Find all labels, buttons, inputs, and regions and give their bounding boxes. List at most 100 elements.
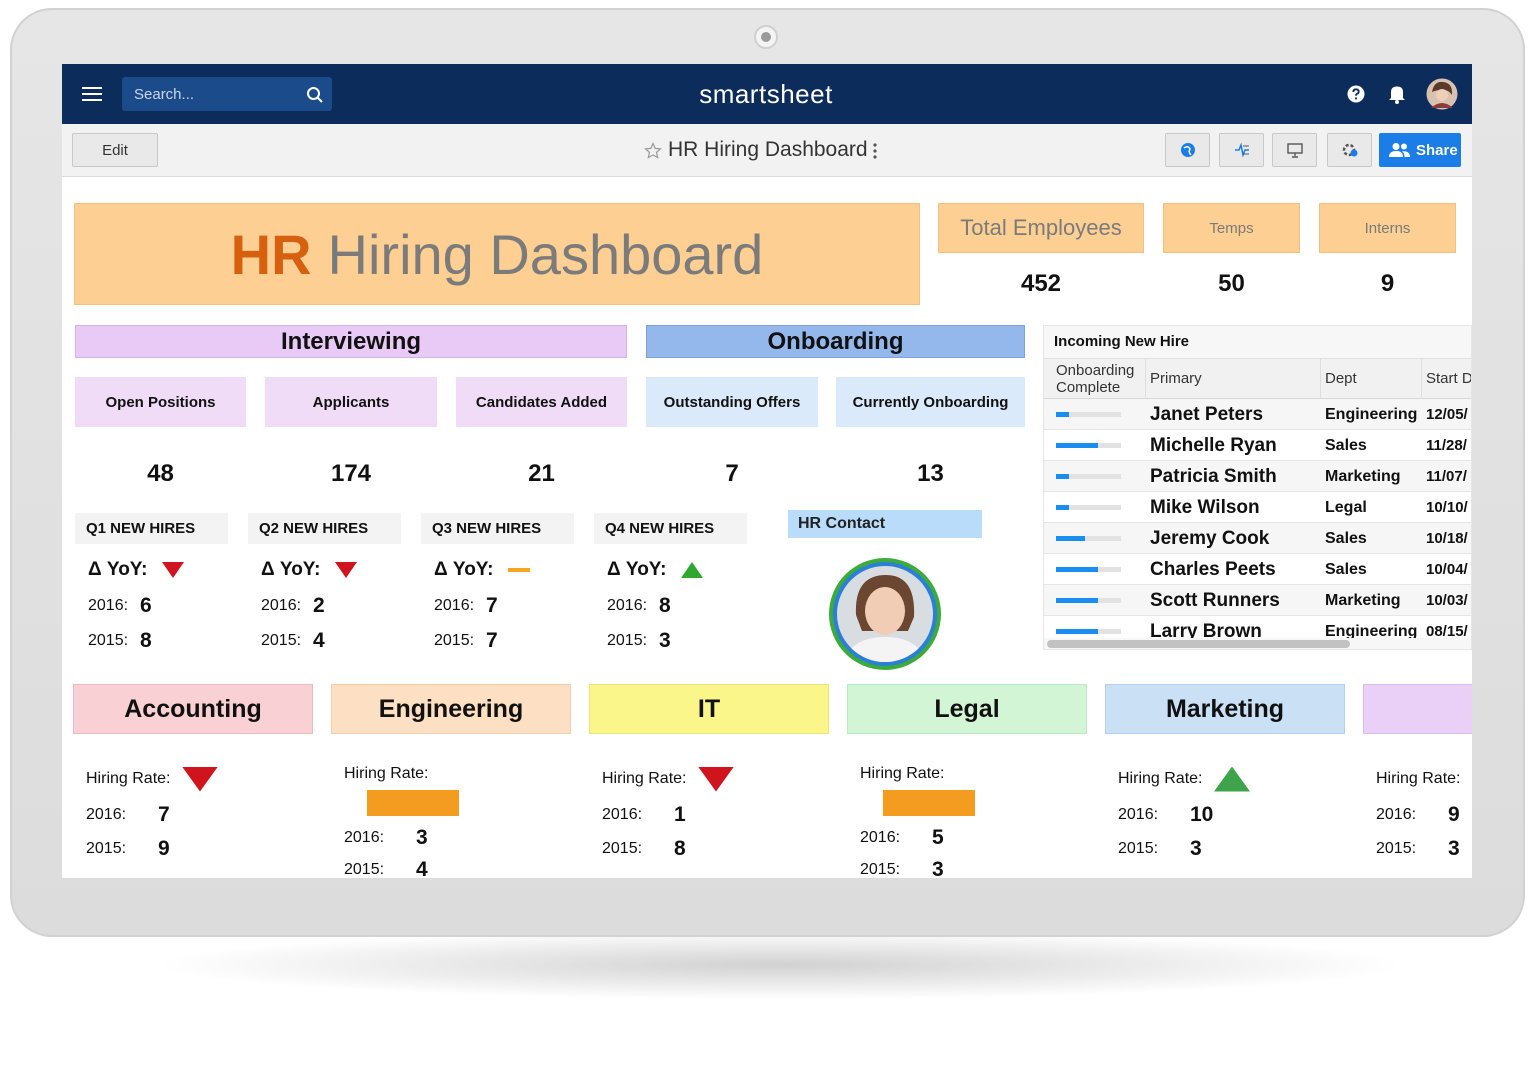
table-title: Incoming New Hire bbox=[1054, 332, 1190, 350]
share-label: Share bbox=[1416, 141, 1458, 159]
year-value: 8 bbox=[674, 837, 686, 860]
yoy-trend-icon bbox=[681, 562, 703, 578]
search-icon[interactable] bbox=[306, 86, 324, 104]
sheet-title-text: HR Hiring Dashboard bbox=[668, 138, 868, 161]
column-header: Onboarding Complete bbox=[1044, 358, 1146, 399]
year-label: 2015: bbox=[344, 861, 385, 878]
employee-name[interactable]: Patricia Smith bbox=[1150, 465, 1277, 487]
metric-value: 13 bbox=[917, 460, 944, 487]
employee-name[interactable]: Larry Brown bbox=[1150, 620, 1262, 642]
year-value: 8 bbox=[140, 629, 152, 652]
new-hire-table: Incoming New Hire Onboarding Complete Prim… bbox=[1043, 325, 1472, 650]
year-value: 10 bbox=[1190, 803, 1214, 826]
employee-dept: Sales bbox=[1325, 560, 1367, 578]
search-placeholder: Search... bbox=[134, 85, 195, 103]
menu-icon[interactable] bbox=[82, 86, 104, 104]
metric-label: Applicants bbox=[265, 377, 437, 427]
toolbar-icon-button[interactable] bbox=[1219, 133, 1264, 167]
start-date: 12/05/ bbox=[1426, 406, 1468, 423]
year-label: 2016: bbox=[1376, 806, 1417, 823]
stat-value: 452 bbox=[1020, 270, 1062, 297]
department-header: IT bbox=[589, 684, 829, 734]
hiring-rate-label: Hiring Rate: bbox=[860, 765, 945, 782]
year-value: 7 bbox=[486, 594, 498, 617]
progress-track bbox=[1056, 505, 1121, 510]
column-header: Primary bbox=[1146, 358, 1321, 399]
year-value: 3 bbox=[416, 826, 428, 849]
progress-bar bbox=[1056, 505, 1069, 510]
year-value: 3 bbox=[1190, 837, 1202, 860]
year-value: 3 bbox=[1448, 837, 1460, 860]
favorite-star[interactable] bbox=[644, 142, 662, 160]
department-header: Accounting bbox=[73, 684, 313, 734]
department-header: Legal bbox=[847, 684, 1087, 734]
employee-name[interactable]: Michelle Ryan bbox=[1150, 434, 1277, 456]
logo-text: smartsheet bbox=[699, 78, 833, 109]
year-label: 2016: bbox=[88, 597, 129, 614]
year-label: 2015: bbox=[261, 632, 302, 649]
progress-bar bbox=[1056, 412, 1069, 417]
year-value: 7 bbox=[486, 629, 498, 652]
search-box[interactable]: Search... bbox=[122, 77, 332, 111]
share-button[interactable]: Share bbox=[1379, 133, 1461, 167]
section-header: Onboarding bbox=[646, 325, 1025, 358]
year-value: 7 bbox=[158, 803, 170, 826]
toolbar-icon-button[interactable] bbox=[1165, 133, 1210, 167]
logo[interactable]: smartsheet bbox=[616, 76, 916, 112]
metric-label: Outstanding Offers bbox=[646, 377, 818, 427]
progress-bar bbox=[1056, 474, 1069, 479]
employee-name[interactable]: Charles Peets bbox=[1150, 558, 1276, 580]
hiring-rate-trend-icon bbox=[367, 790, 459, 816]
year-label: 2016: bbox=[602, 806, 643, 823]
progress-track bbox=[1056, 474, 1121, 479]
metric-label: Currently Onboarding bbox=[836, 377, 1025, 427]
quarter-label: Q2 NEW HIRES bbox=[248, 513, 401, 544]
employee-name[interactable]: Jeremy Cook bbox=[1150, 527, 1270, 549]
year-value: 4 bbox=[416, 858, 428, 878]
column-header: Dept bbox=[1321, 358, 1422, 399]
year-value: 4 bbox=[313, 629, 325, 652]
edit-button[interactable]: Edit bbox=[72, 133, 158, 167]
share-icon bbox=[1389, 143, 1410, 157]
banner-prefix: HR bbox=[230, 222, 312, 286]
year-label: 2015: bbox=[1118, 840, 1159, 857]
table-header-row bbox=[1044, 358, 1471, 399]
progress-bar bbox=[1056, 443, 1099, 448]
stat-label-box: Total Employees bbox=[938, 203, 1144, 253]
table-scrollbar[interactable] bbox=[1047, 640, 1350, 648]
toolbar-icon-button[interactable] bbox=[1327, 133, 1372, 167]
year-value: 5 bbox=[932, 826, 944, 849]
year-value: 1 bbox=[674, 803, 686, 826]
toolbar-icon bbox=[1286, 143, 1303, 158]
hr-contact-photo[interactable] bbox=[828, 557, 942, 671]
employee-name[interactable]: Janet Peters bbox=[1150, 403, 1264, 425]
banner-title: Hiring Dashboard bbox=[327, 222, 764, 286]
year-label: 2016: bbox=[86, 806, 127, 823]
hr-contact-header: HR Contact bbox=[788, 510, 982, 538]
year-label: 2016: bbox=[1118, 806, 1159, 823]
year-value: 3 bbox=[659, 629, 671, 652]
yoy-label: Δ YoY: bbox=[88, 559, 148, 580]
hiring-rate-trend-icon bbox=[698, 766, 734, 792]
hr-contact-title: HR Contact bbox=[798, 515, 886, 532]
employee-dept: Marketing bbox=[1325, 591, 1401, 609]
user-avatar[interactable] bbox=[1426, 78, 1458, 110]
notifications-icon[interactable] bbox=[1388, 84, 1406, 104]
stat-value: 50 bbox=[1218, 270, 1245, 297]
year-label: 2015: bbox=[602, 840, 643, 857]
yoy-label: Δ YoY: bbox=[261, 559, 321, 580]
employee-name[interactable]: Scott Runners bbox=[1150, 589, 1280, 611]
employee-dept: Engineering bbox=[1325, 405, 1418, 423]
start-date: 11/07/ bbox=[1426, 468, 1467, 485]
progress-track bbox=[1056, 536, 1121, 541]
employee-name[interactable]: Mike Wilson bbox=[1150, 496, 1260, 518]
metric-label: Candidates Added bbox=[456, 377, 627, 427]
more-menu[interactable] bbox=[872, 142, 878, 160]
employee-dept: Legal bbox=[1325, 498, 1367, 516]
help-icon[interactable] bbox=[1347, 85, 1365, 103]
toolbar-icon-button[interactable] bbox=[1272, 133, 1317, 167]
year-label: 2015: bbox=[86, 840, 127, 857]
metric-value: 7 bbox=[725, 460, 739, 487]
start-date: 10/10/ bbox=[1426, 499, 1468, 516]
